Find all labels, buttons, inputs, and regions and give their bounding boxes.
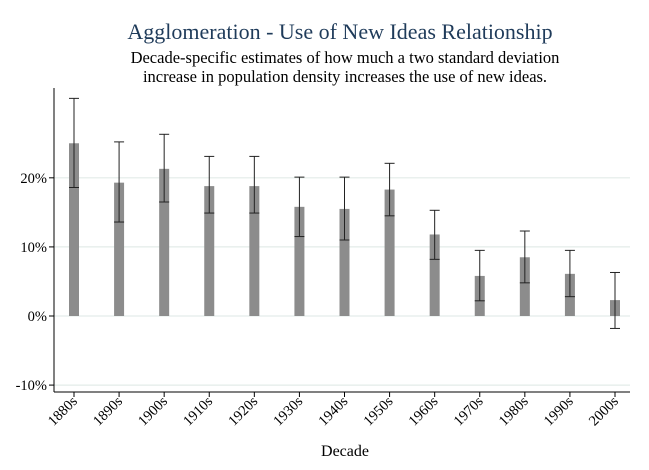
y-tick-label: -10% bbox=[16, 378, 47, 394]
error-bar-1890s bbox=[114, 141, 125, 223]
x-tick-label: 2000s bbox=[586, 393, 622, 429]
bar-1900s bbox=[159, 168, 170, 316]
y-tick-label: 10% bbox=[20, 240, 47, 256]
bars bbox=[69, 143, 620, 316]
error-bar-2000s bbox=[610, 271, 620, 329]
x-tick-label: 1910s bbox=[180, 393, 216, 429]
x-tick-label: 1900s bbox=[135, 393, 171, 429]
y-tick-label: 0% bbox=[28, 309, 47, 325]
error-bar-1930s bbox=[294, 176, 305, 238]
bar-1920s bbox=[249, 186, 260, 316]
bar-1880s bbox=[69, 143, 79, 316]
x-tick-label: 1920s bbox=[225, 393, 261, 429]
x-tick-label: 1980s bbox=[496, 393, 532, 429]
error-bar-1900s bbox=[159, 133, 170, 203]
error-bar-1960s bbox=[429, 209, 440, 260]
error-bar-1880s bbox=[69, 97, 79, 188]
x-tick-label: 1990s bbox=[541, 393, 577, 429]
x-tick-label: 1890s bbox=[90, 393, 126, 429]
bar-1930s bbox=[294, 206, 305, 316]
error-bar-1920s bbox=[249, 155, 260, 214]
error-bar-1950s bbox=[384, 162, 395, 217]
bar-1910s bbox=[204, 186, 215, 316]
x-tick-label: 1880s bbox=[45, 393, 81, 429]
error-bar-1980s bbox=[519, 230, 530, 284]
chart-subtitle-line-2: increase in population density increases… bbox=[143, 67, 547, 86]
chart-subtitle-line-1: Decade-specific estimates of how much a … bbox=[131, 48, 560, 67]
y-axis-ticks: -10% 0% 10% 20% bbox=[16, 171, 54, 394]
axes bbox=[53, 88, 630, 393]
bar-1960s bbox=[429, 234, 440, 316]
bar-1940s bbox=[339, 208, 350, 316]
x-tick-label: 1930s bbox=[270, 393, 306, 429]
y-tick-label: 20% bbox=[20, 171, 47, 187]
bar-1950s bbox=[384, 189, 395, 316]
x-axis-title: Decade bbox=[321, 443, 369, 460]
x-axis-ticks: 1880s 1890s 1900s 1910s 1920s 1930s 1940s 1950s… bbox=[45, 392, 622, 429]
error-bar-1990s bbox=[564, 249, 575, 298]
error-bar-1940s bbox=[339, 176, 350, 241]
error-bar-1910s bbox=[204, 155, 215, 214]
chart-title: Agglomeration - Use of New Ideas Relatio… bbox=[127, 19, 552, 44]
bar-1980s bbox=[519, 257, 530, 316]
x-tick-label: 1950s bbox=[361, 393, 397, 429]
error-bar-1970s bbox=[474, 249, 485, 302]
x-tick-label: 1970s bbox=[451, 393, 487, 429]
x-tick-label: 1960s bbox=[406, 393, 442, 429]
bar-1890s bbox=[114, 182, 125, 316]
x-tick-label: 1940s bbox=[316, 393, 352, 429]
error-bars bbox=[69, 97, 620, 329]
